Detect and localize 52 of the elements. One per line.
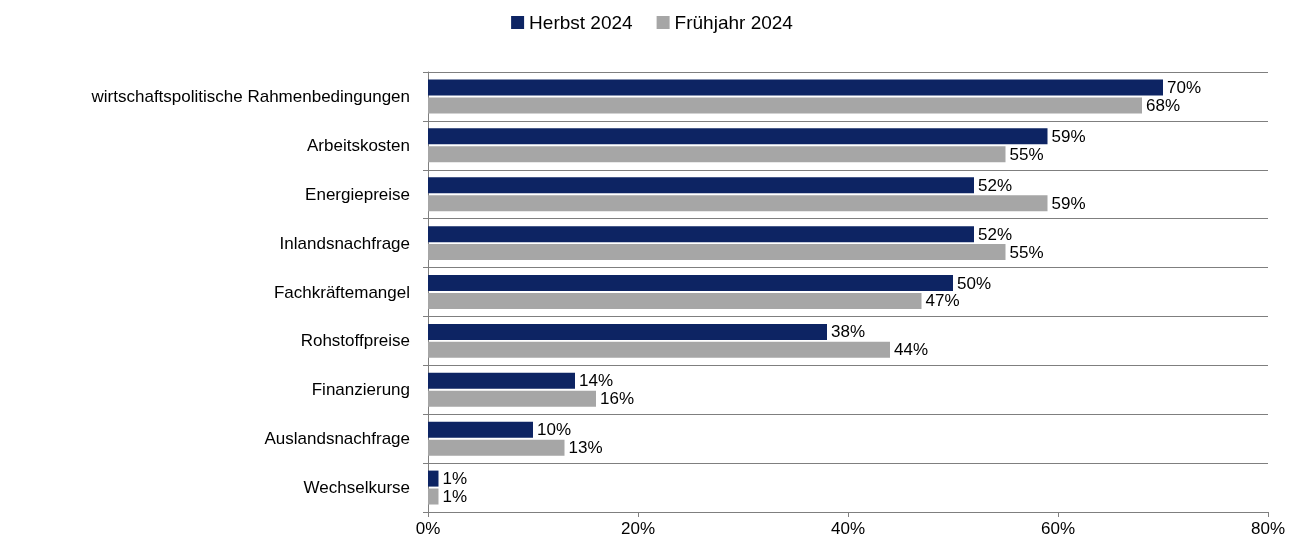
data-label: 1% <box>442 487 468 507</box>
bar <box>428 97 1142 114</box>
data-label: 55% <box>1009 242 1044 262</box>
data-label: 59% <box>1051 126 1086 146</box>
data-label: 68% <box>1146 95 1181 115</box>
data-label: 70% <box>1167 77 1202 97</box>
data-label: 47% <box>925 291 960 311</box>
data-label: 13% <box>568 438 603 458</box>
y-tick-label: Finanzierung <box>311 380 410 400</box>
data-label: 16% <box>600 389 635 409</box>
data-label: 59% <box>1051 193 1086 213</box>
bar <box>428 244 1006 261</box>
data-label: 52% <box>978 224 1013 244</box>
x-tick-label: 60% <box>1040 519 1076 538</box>
bar <box>428 372 575 389</box>
x-tick-label: 0% <box>415 519 441 538</box>
bar <box>428 341 890 358</box>
bar <box>428 177 974 194</box>
data-label: 1% <box>442 469 468 489</box>
data-label: 10% <box>537 420 572 440</box>
bar <box>428 79 1163 96</box>
x-tick-label: 80% <box>1250 519 1286 538</box>
bar <box>428 128 1048 145</box>
bar <box>428 146 1006 163</box>
bar <box>428 470 439 487</box>
bar <box>428 323 827 340</box>
bar <box>428 421 533 438</box>
y-tick-label: Inlandsnachfrage <box>279 233 410 253</box>
bar <box>428 275 953 292</box>
legend-label: Frühjahr 2024 <box>674 12 794 33</box>
y-tick-label: Wechselkurse <box>303 478 410 498</box>
legend-label: Herbst 2024 <box>529 12 634 33</box>
x-tick-label: 40% <box>830 519 866 538</box>
y-tick-label: wirtschaftspolitische Rahmenbedingungen <box>90 86 410 106</box>
y-tick-label: Fachkräftemangel <box>273 282 410 302</box>
data-label: 38% <box>831 322 866 342</box>
y-tick-label: Rohstoffpreise <box>300 331 410 351</box>
data-label: 14% <box>579 371 614 391</box>
bar <box>428 292 922 309</box>
bar <box>428 226 974 243</box>
data-label: 55% <box>1009 144 1044 164</box>
bar <box>428 488 439 505</box>
data-label: 52% <box>978 175 1013 195</box>
bar <box>428 195 1048 212</box>
bar <box>428 390 596 407</box>
bar <box>428 439 565 456</box>
data-label: 44% <box>894 340 929 360</box>
y-tick-label: Auslandsnachfrage <box>264 429 410 449</box>
y-tick-label: Arbeitskosten <box>307 135 410 155</box>
x-tick-label: 20% <box>620 519 656 538</box>
data-label: 50% <box>957 273 992 293</box>
y-tick-label: Energiepreise <box>305 184 410 204</box>
